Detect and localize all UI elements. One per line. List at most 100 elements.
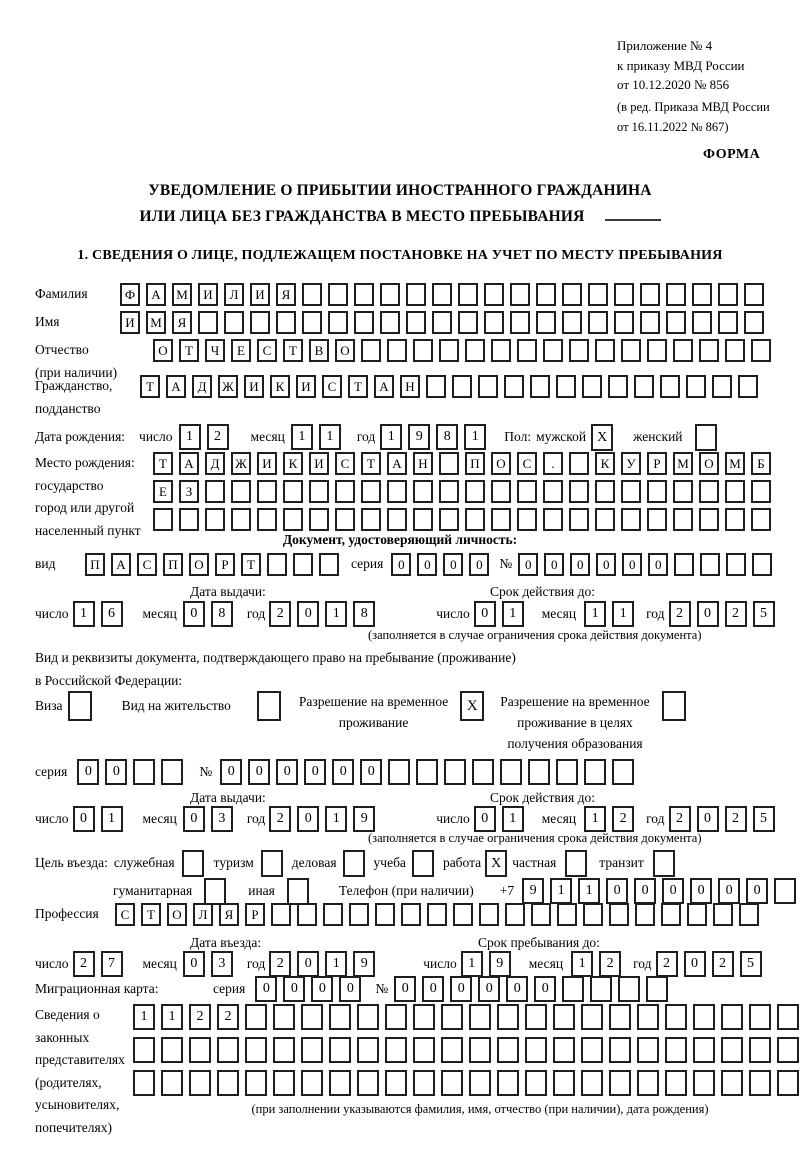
- char-cell[interactable]: 1: [578, 878, 601, 904]
- char-cell[interactable]: 0: [606, 878, 629, 904]
- char-cell[interactable]: [469, 1070, 491, 1096]
- char-cell[interactable]: Н: [413, 452, 433, 475]
- char-cell[interactable]: [749, 1037, 771, 1063]
- char-cell[interactable]: [726, 553, 747, 576]
- char-cell[interactable]: [245, 1037, 267, 1063]
- char-cell[interactable]: [777, 1037, 799, 1063]
- char-cell[interactable]: [569, 339, 589, 362]
- char-cell[interactable]: [161, 1070, 183, 1096]
- char-cell[interactable]: Л: [193, 903, 213, 926]
- char-cell[interactable]: X: [591, 424, 614, 451]
- temp-permit-checkbox[interactable]: X: [460, 691, 485, 721]
- char-cell[interactable]: 0: [297, 601, 320, 627]
- char-cell[interactable]: 0: [297, 951, 320, 977]
- char-cell[interactable]: 0: [696, 601, 719, 627]
- char-cell[interactable]: А: [146, 283, 166, 306]
- char-cell[interactable]: 0: [248, 759, 271, 785]
- char-cell[interactable]: 9: [353, 951, 376, 977]
- char-cell[interactable]: М: [146, 311, 166, 334]
- char-cell[interactable]: 0: [746, 878, 769, 904]
- char-cell[interactable]: [491, 339, 511, 362]
- char-cell[interactable]: 0: [391, 553, 412, 576]
- char-cell[interactable]: А: [166, 375, 186, 398]
- char-cell[interactable]: Т: [179, 339, 199, 362]
- char-cell[interactable]: [621, 480, 641, 503]
- char-cell[interactable]: [637, 1037, 659, 1063]
- purpose-other-checkbox[interactable]: [286, 878, 309, 905]
- char-cell[interactable]: 0: [718, 878, 741, 904]
- char-cell[interactable]: 1: [100, 806, 123, 832]
- char-cell[interactable]: [699, 339, 719, 362]
- char-cell[interactable]: [231, 508, 251, 531]
- char-cell[interactable]: [465, 339, 485, 362]
- char-cell[interactable]: [621, 508, 641, 531]
- char-cell[interactable]: [441, 1037, 463, 1063]
- char-cell[interactable]: Е: [231, 339, 251, 362]
- char-cell[interactable]: [595, 339, 615, 362]
- char-cell[interactable]: [387, 480, 407, 503]
- char-cell[interactable]: Ч: [205, 339, 225, 362]
- char-cell[interactable]: [660, 375, 680, 398]
- char-cell[interactable]: 1: [460, 951, 483, 977]
- char-cell[interactable]: [245, 1070, 267, 1096]
- char-cell[interactable]: [673, 339, 693, 362]
- char-cell[interactable]: 0: [570, 553, 591, 576]
- char-cell[interactable]: [569, 480, 589, 503]
- char-cell[interactable]: И: [250, 283, 270, 306]
- char-cell[interactable]: [444, 759, 467, 785]
- char-cell[interactable]: [525, 1004, 547, 1030]
- char-cell[interactable]: 0: [394, 976, 417, 1002]
- char-cell[interactable]: Я: [172, 311, 192, 334]
- char-cell[interactable]: Р: [245, 903, 265, 926]
- char-cell[interactable]: [133, 759, 156, 785]
- char-cell[interactable]: [721, 1037, 743, 1063]
- char-cell[interactable]: [329, 1037, 351, 1063]
- char-cell[interactable]: 0: [311, 976, 334, 1002]
- char-cell[interactable]: [609, 1004, 631, 1030]
- char-cell[interactable]: 2: [724, 601, 747, 627]
- char-cell[interactable]: 0: [332, 759, 355, 785]
- char-cell[interactable]: [565, 850, 588, 877]
- char-cell[interactable]: [665, 1037, 687, 1063]
- char-cell[interactable]: 2: [612, 806, 635, 832]
- char-cell[interactable]: [777, 1070, 799, 1096]
- char-cell[interactable]: Ж: [218, 375, 238, 398]
- purpose-humanitarian-checkbox[interactable]: [204, 878, 227, 905]
- char-cell[interactable]: 0: [72, 806, 95, 832]
- char-cell[interactable]: [553, 1037, 575, 1063]
- char-cell[interactable]: [349, 903, 369, 926]
- char-cell[interactable]: [439, 508, 459, 531]
- char-cell[interactable]: Б: [751, 452, 771, 475]
- char-cell[interactable]: [375, 903, 395, 926]
- char-cell[interactable]: П: [85, 553, 105, 576]
- char-cell[interactable]: Я: [219, 903, 239, 926]
- char-cell[interactable]: [328, 311, 348, 334]
- char-cell[interactable]: [484, 311, 504, 334]
- char-cell[interactable]: [721, 1004, 743, 1030]
- char-cell[interactable]: 5: [752, 806, 775, 832]
- char-cell[interactable]: [614, 311, 634, 334]
- char-cell[interactable]: 1: [318, 424, 341, 450]
- char-cell[interactable]: [543, 339, 563, 362]
- char-cell[interactable]: [458, 311, 478, 334]
- char-cell[interactable]: [328, 283, 348, 306]
- char-cell[interactable]: [634, 375, 654, 398]
- char-cell[interactable]: .: [543, 452, 563, 475]
- char-cell[interactable]: И: [296, 375, 316, 398]
- char-cell[interactable]: 0: [77, 759, 100, 785]
- char-cell[interactable]: [354, 283, 374, 306]
- char-cell[interactable]: [387, 508, 407, 531]
- char-cell[interactable]: [751, 508, 771, 531]
- char-cell[interactable]: З: [179, 480, 199, 503]
- char-cell[interactable]: [531, 903, 551, 926]
- char-cell[interactable]: С: [517, 452, 537, 475]
- char-cell[interactable]: М: [725, 452, 745, 475]
- char-cell[interactable]: [609, 1070, 631, 1096]
- char-cell[interactable]: Т: [153, 452, 173, 475]
- char-cell[interactable]: [699, 480, 719, 503]
- char-cell[interactable]: [725, 508, 745, 531]
- char-cell[interactable]: 2: [72, 951, 95, 977]
- char-cell[interactable]: [581, 1004, 603, 1030]
- char-cell[interactable]: [581, 1070, 603, 1096]
- char-cell[interactable]: [432, 283, 452, 306]
